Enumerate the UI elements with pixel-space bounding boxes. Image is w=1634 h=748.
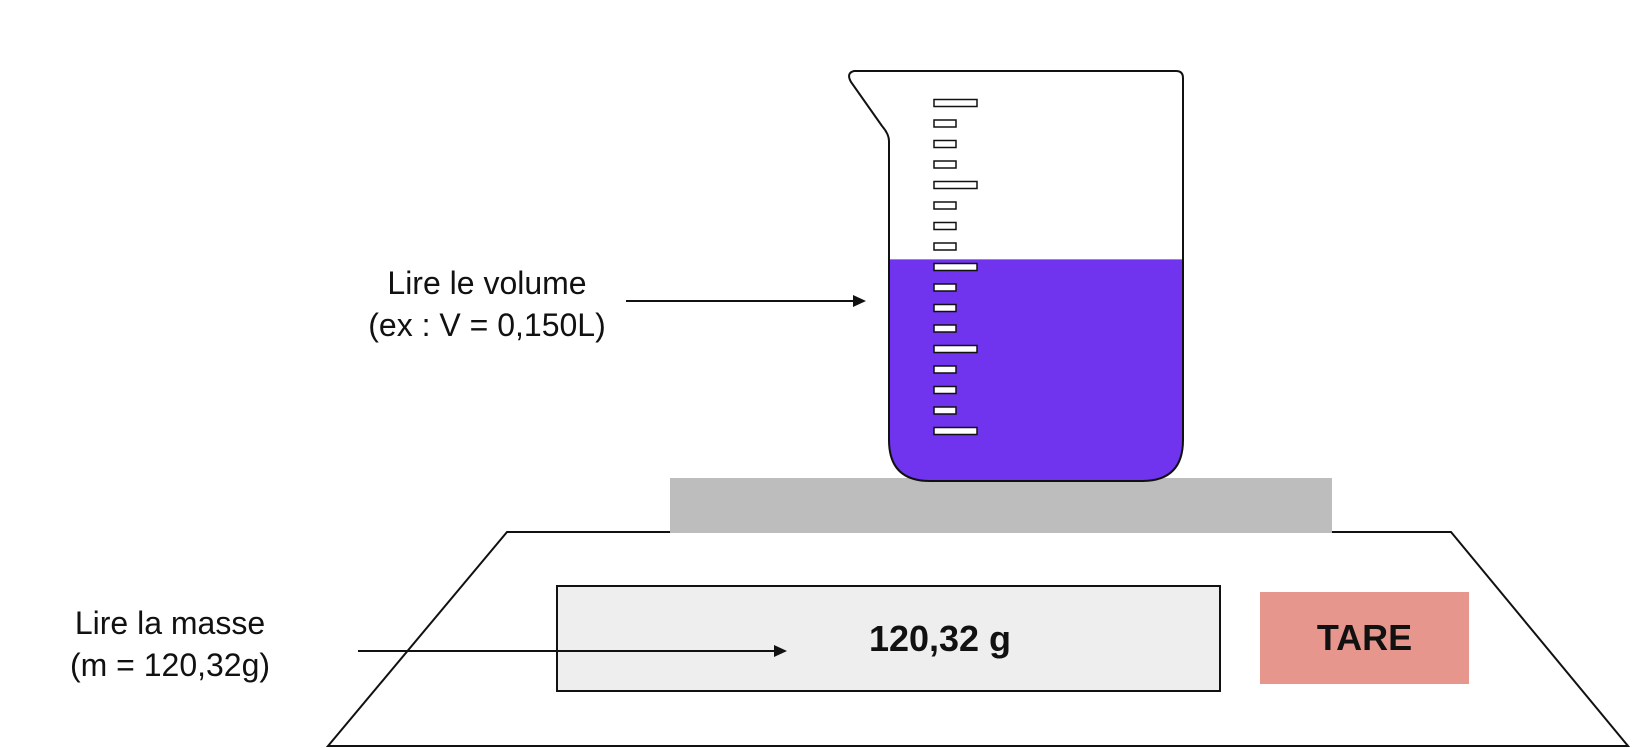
graduation-mark-minor: [933, 201, 957, 210]
graduation-mark-minor: [933, 406, 957, 415]
graduation-mark-major: [933, 262, 978, 272]
mass-instruction-label: Lire la masse (m = 120,32g): [40, 602, 300, 686]
graduation-mark-minor: [933, 160, 957, 169]
graduation-mark-minor: [933, 303, 957, 313]
graduation-mark-minor: [933, 221, 957, 231]
beaker-outline: [848, 70, 1184, 482]
graduation-mark-major: [933, 426, 978, 436]
volume-instruction-line-1: Lire le volume: [387, 265, 587, 301]
beaker-liquid: [880, 259, 1183, 481]
volume-instruction-label: Lire le volume (ex : V = 0,150L): [352, 262, 622, 346]
graduation-mark-minor: [933, 119, 957, 128]
graduation-mark-minor: [933, 242, 957, 251]
graduation-mark-minor: [933, 139, 957, 149]
graduation-mark-minor: [933, 324, 957, 333]
mass-arrow-head: [774, 645, 787, 657]
graduation-mark-major: [933, 98, 978, 108]
graduation-mark-minor: [933, 365, 957, 374]
scale-pan: [670, 478, 1332, 533]
mass-instruction-line-1: Lire la masse: [74, 605, 266, 641]
mass-instruction-line-2: (m = 120,32g): [69, 647, 271, 683]
graduation-mark-major: [933, 180, 978, 190]
volume-instruction-line-2: (ex : V = 0,150L): [368, 307, 606, 343]
graduation-mark-minor: [933, 283, 957, 292]
tare-button[interactable]: TARE: [1260, 592, 1469, 684]
graduation-mark-minor: [933, 385, 957, 395]
volume-arrow-head: [853, 295, 866, 307]
beaker-graduations: [933, 98, 978, 436]
mass-readout: 120,32 g: [868, 618, 1012, 659]
graduation-mark-major: [933, 344, 978, 354]
scale-display: [556, 585, 1221, 692]
